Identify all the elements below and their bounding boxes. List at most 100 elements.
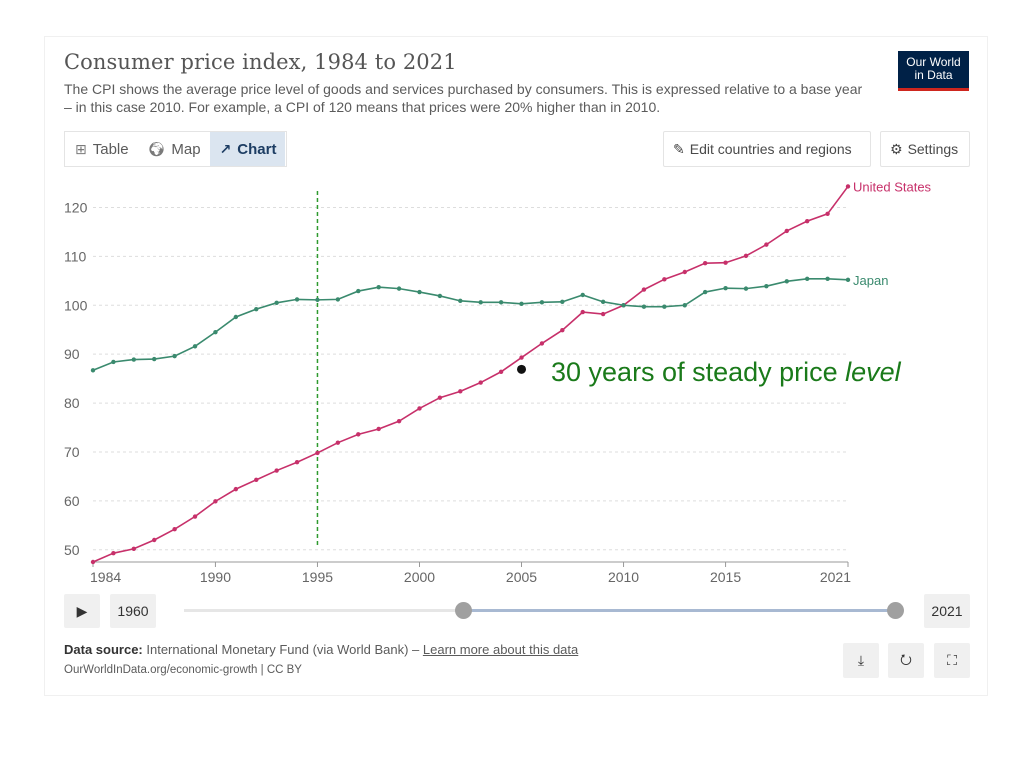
play-button[interactable]: ▶ — [64, 594, 100, 628]
y-tick-label: 60 — [64, 493, 80, 509]
settings-label: Settings — [907, 141, 959, 157]
chart-subtitle: The CPI shows the average price level of… — [64, 81, 863, 115]
data-point — [804, 218, 810, 224]
edit-countries-button[interactable]: ✎ Edit countries and regions — [663, 131, 871, 167]
timeline-end-handle[interactable] — [887, 602, 904, 619]
data-point — [90, 559, 96, 565]
share-icon: ⭮ — [900, 650, 912, 667]
play-icon: ▶ — [76, 602, 88, 619]
data-point — [784, 228, 789, 234]
data-point — [825, 276, 830, 282]
view-tabs: ⊞ Table 🌍︎ Map ↗ Chart — [64, 131, 287, 167]
series-label: Japan — [853, 273, 888, 288]
x-tick-label: 2000 — [404, 569, 435, 585]
series-line-united-states — [92, 185, 849, 563]
download-button[interactable]: ⤓ — [843, 643, 879, 678]
y-tick-label: 120 — [64, 199, 88, 215]
tab-table-label: Table — [92, 140, 129, 158]
data-point — [641, 304, 647, 309]
data-point — [376, 426, 381, 432]
tab-map[interactable]: 🌍︎ Map — [138, 132, 210, 166]
data-point — [662, 304, 667, 309]
data-point — [335, 440, 341, 445]
data-point — [335, 297, 341, 302]
data-point — [478, 380, 483, 385]
y-tick-label: 50 — [64, 542, 80, 558]
owid-logo[interactable]: Our World in Data — [898, 51, 969, 91]
data-point — [192, 344, 198, 349]
data-point — [294, 460, 300, 465]
data-point — [804, 276, 810, 282]
data-point — [254, 306, 259, 312]
data-source-label: Data source: — [64, 642, 143, 657]
tab-chart[interactable]: ↗ Chart — [209, 132, 286, 166]
data-point — [682, 303, 687, 308]
data-point — [845, 277, 851, 283]
timeline-end-year: 2021 — [924, 594, 970, 628]
data-point — [131, 546, 137, 551]
x-tick-label: 2021 — [820, 569, 851, 585]
learn-more-link[interactable]: Learn more about this data — [422, 642, 579, 657]
data-point — [560, 327, 565, 333]
data-point — [356, 288, 361, 294]
gear-icon: ⚙ — [890, 140, 903, 157]
data-point — [478, 300, 483, 305]
tab-table[interactable]: ⊞ Table — [65, 132, 138, 166]
data-point — [274, 468, 279, 473]
line-chart: 50 60 70 80 90 100 110 120 1984 1990 1995 2000 2005 2… — [64, 179, 932, 585]
data-point — [152, 537, 157, 543]
data-point — [437, 395, 443, 400]
data-point — [315, 297, 320, 303]
data-point — [539, 300, 545, 305]
data-point — [519, 355, 524, 360]
data-point — [600, 299, 606, 305]
share-button[interactable]: ⭮ — [888, 643, 924, 678]
data-point — [356, 432, 361, 437]
y-tick-label: 80 — [64, 395, 80, 411]
data-point — [152, 356, 157, 362]
data-point — [376, 284, 381, 290]
data-point — [702, 261, 708, 266]
logo-line-1: Our World — [906, 55, 961, 69]
globe-icon: 🌍︎ — [147, 140, 166, 157]
x-tick-label: 1984 — [90, 569, 121, 585]
data-point — [764, 242, 769, 247]
footer-url: OurWorldInData.org/economic-growth | CC … — [64, 664, 302, 676]
data-point — [111, 550, 116, 556]
data-point — [111, 359, 116, 365]
settings-button[interactable]: ⚙ Settings — [880, 131, 970, 167]
data-source-text: International Monetary Fund (via World B… — [142, 642, 423, 657]
timeline-start-handle[interactable] — [455, 602, 472, 619]
data-point — [682, 269, 687, 275]
data-point — [519, 301, 524, 306]
data-point — [213, 499, 218, 504]
fullscreen-button[interactable]: ⛶ — [934, 643, 970, 678]
data-point — [458, 389, 463, 394]
data-point — [274, 300, 279, 306]
data-point — [784, 279, 789, 284]
chart-title: Consumer price index, 1984 to 2021 — [64, 50, 457, 74]
data-point — [131, 357, 137, 362]
data-source: Data source: International Monetary Fund… — [64, 642, 578, 657]
data-point — [172, 353, 177, 359]
data-point — [498, 300, 504, 305]
y-tick-label: 70 — [64, 444, 80, 460]
download-icon: ⤓ — [857, 652, 865, 668]
fullscreen-icon: ⛶ — [947, 652, 957, 668]
tab-map-label: Map — [171, 140, 201, 158]
data-point — [192, 514, 198, 519]
data-point — [702, 289, 708, 295]
annotation-marker — [517, 364, 527, 374]
timeline-selected-range — [464, 609, 895, 612]
data-point — [396, 286, 402, 291]
data-point — [233, 486, 239, 492]
data-point — [172, 527, 177, 532]
series-line-japan — [92, 278, 849, 372]
data-point — [621, 303, 626, 308]
data-point — [662, 277, 667, 282]
x-tick-label: 2005 — [506, 569, 537, 585]
data-point — [458, 298, 463, 304]
x-tick-label: 1990 — [200, 569, 231, 585]
y-tick-label: 110 — [64, 248, 87, 264]
data-point — [498, 369, 504, 374]
